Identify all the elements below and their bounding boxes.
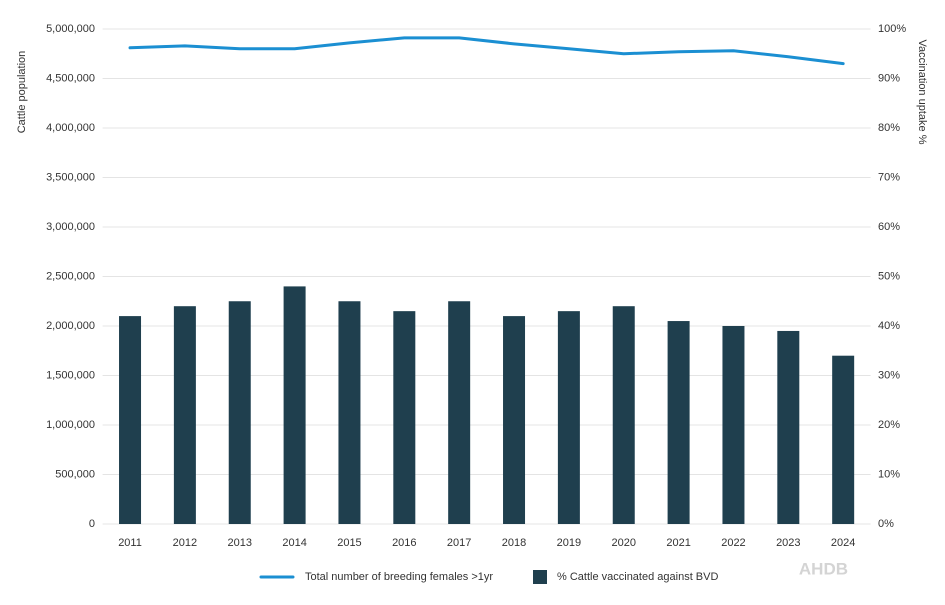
x-tick-label: 2012 xyxy=(173,537,197,549)
y2-tick-label: 90% xyxy=(878,72,900,84)
legend-label: % Cattle vaccinated against BVD xyxy=(557,571,718,583)
bar xyxy=(228,301,251,524)
legend-swatch xyxy=(533,570,547,584)
bar xyxy=(448,301,471,524)
y2-axis-label: Vaccination uptake % xyxy=(916,40,928,145)
y2-tick-label: 60% xyxy=(878,221,900,233)
bar xyxy=(832,355,855,524)
y2-tick-label: 10% xyxy=(878,468,900,480)
bar xyxy=(667,321,690,524)
x-tick-label: 2016 xyxy=(392,537,416,549)
line xyxy=(128,36,845,66)
y-tick-label: 0 xyxy=(89,518,95,530)
y-tick-label: 500,000 xyxy=(55,468,95,480)
y2-tick-label: 30% xyxy=(878,369,900,381)
bar xyxy=(722,326,745,524)
bar xyxy=(557,311,580,524)
x-tick-label: 2017 xyxy=(447,537,471,549)
bar xyxy=(119,316,142,524)
y-tick-label: 5,000,000 xyxy=(46,23,95,35)
bar xyxy=(612,306,635,524)
bar xyxy=(777,330,800,524)
x-tick-label: 2021 xyxy=(666,537,690,549)
y2-tick-label: 70% xyxy=(878,171,900,183)
x-tick-label: 2018 xyxy=(502,537,526,549)
logo: AHDB xyxy=(799,559,848,578)
y2-tick-label: 50% xyxy=(878,270,900,282)
x-tick-label: 2015 xyxy=(337,537,361,549)
y-tick-label: 4,000,000 xyxy=(46,122,95,134)
y-tick-label: 3,500,000 xyxy=(46,171,95,183)
y2-tick-label: 80% xyxy=(878,122,900,134)
x-tick-label: 2023 xyxy=(776,537,800,549)
y-tick-label: 3,000,000 xyxy=(46,221,95,233)
bar xyxy=(338,301,361,524)
bar xyxy=(173,306,196,524)
bar xyxy=(283,286,306,524)
y-tick-label: 1,500,000 xyxy=(46,369,95,381)
x-tick-label: 2020 xyxy=(612,537,636,549)
bar xyxy=(393,311,416,524)
x-tick-label: 2011 xyxy=(118,537,142,549)
x-tick-label: 2014 xyxy=(282,537,306,549)
y-tick-label: 2,000,000 xyxy=(46,320,95,332)
legend-label: Total number of breeding females >1yr xyxy=(305,571,493,583)
x-tick-label: 2013 xyxy=(228,537,252,549)
y2-tick-label: 20% xyxy=(878,419,900,431)
bar xyxy=(503,316,526,524)
x-tick-label: 2022 xyxy=(721,537,745,549)
x-tick-label: 2024 xyxy=(831,537,855,549)
y-tick-label: 2,500,000 xyxy=(46,270,95,282)
y2-tick-label: 0% xyxy=(878,518,894,530)
y-tick-label: 4,500,000 xyxy=(46,72,95,84)
y-axis-label: Cattle population xyxy=(16,51,28,134)
x-tick-label: 2019 xyxy=(557,537,581,549)
y-tick-label: 1,000,000 xyxy=(46,419,95,431)
y2-tick-label: 100% xyxy=(878,23,906,35)
y2-tick-label: 40% xyxy=(878,320,900,332)
